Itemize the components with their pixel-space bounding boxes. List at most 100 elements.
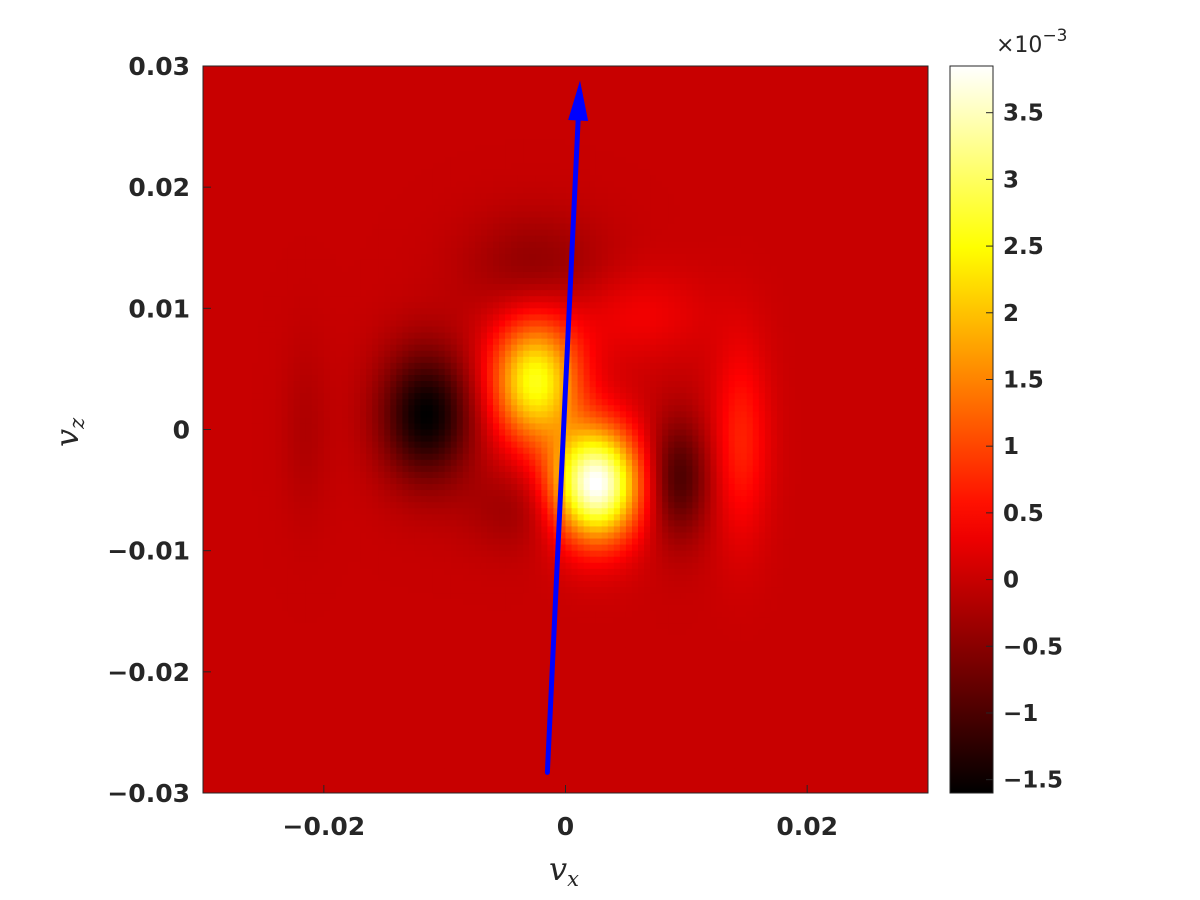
heatmap-cell [734,78,742,85]
heatmap-cell [523,217,530,225]
heatmap-cell [329,235,337,243]
heatmap-cell [227,90,234,97]
heatmap-cell [233,120,240,128]
heatmap-cell [426,72,434,79]
heatmap-cell [619,278,627,285]
heatmap-cell [366,78,373,85]
heatmap-cell [686,144,693,152]
heatmap-cell [474,90,482,97]
heatmap-cell [354,168,361,176]
heatmap-cell [203,72,210,79]
heatmap-cell [493,187,500,194]
heatmap-cell [348,308,355,315]
heatmap-cell [583,120,591,128]
heatmap-cell [480,314,488,322]
heatmap-cell [740,144,748,152]
heatmap-cell [746,193,754,200]
heatmap-cell [203,138,210,146]
heatmap-cell [245,96,252,103]
heatmap-cell [505,114,512,122]
heatmap-cell [776,175,784,182]
heatmap-cell [716,253,724,261]
heatmap-cell [390,296,397,303]
heatmap-cell [704,96,712,103]
heatmap-cell [897,290,905,297]
heatmap-cell [662,84,669,91]
heatmap-cell [450,259,458,267]
heatmap-cell [644,290,651,297]
heatmap-cell [716,84,724,91]
heatmap-cell [722,296,730,303]
heatmap-cell [764,132,772,140]
heatmap-cell [825,96,832,103]
heatmap-cell [740,120,748,128]
heatmap-cell [456,235,464,243]
heatmap-cell [631,229,639,237]
heatmap-cell [444,126,452,134]
heatmap-cell [680,126,687,134]
heatmap-cell [299,181,307,188]
heatmap-cell [348,126,355,134]
heatmap-cell [770,162,778,170]
heatmap-cell [203,132,210,140]
heatmap-cell [329,241,337,249]
heatmap-cell [414,78,422,85]
heatmap-cell [813,211,820,219]
heatmap-cell [335,265,343,273]
heatmap-cell [879,138,887,146]
heatmap-cell [740,132,748,140]
heatmap-cell [474,114,482,122]
heatmap-cell [722,271,730,279]
heatmap-cell [710,66,718,73]
heatmap-cell [783,120,790,128]
heatmap-cell [402,114,410,122]
heatmap-cell [348,278,355,285]
heatmap-cell [251,187,258,194]
heatmap-cell [547,138,555,146]
heatmap-cell [849,66,857,73]
heatmap-cell [704,144,712,152]
heatmap-cell [505,235,512,243]
heatmap-cell [740,66,748,73]
heatmap-cell [583,162,591,170]
heatmap-cell [420,302,428,309]
heatmap-cell [680,72,687,79]
heatmap-cell [686,235,693,243]
heatmap-cell [517,193,524,200]
heatmap-cell [625,144,633,152]
heatmap-cell [903,162,911,170]
heatmap-cell [541,247,548,255]
heatmap-cell [650,96,657,103]
heatmap-cell [335,229,343,237]
heatmap-cell [625,156,633,164]
heatmap-cell [317,247,325,255]
heatmap-cell [722,181,730,188]
heatmap-cell [879,66,887,73]
heatmap-cell [915,72,923,79]
heatmap-cell [444,296,452,303]
heatmap-cell [831,229,838,237]
heatmap-cell [783,247,790,255]
heatmap-cell [444,235,452,243]
heatmap-cell [897,271,905,279]
heatmap-cell [468,235,476,243]
heatmap-cell [354,278,361,285]
heatmap-cell [233,150,240,158]
heatmap-cell [801,265,808,273]
heatmap-cell [571,247,579,255]
heatmap-cell [335,96,343,103]
heatmap-cell [281,108,289,116]
heatmap-cell [631,90,639,97]
heatmap-cell [921,247,928,255]
heatmap-cell [680,108,687,116]
heatmap-cell [716,162,724,170]
heatmap-cell [752,187,760,194]
heatmap-cell [468,241,476,249]
heatmap-cell [547,162,555,170]
heatmap-cell [396,229,403,237]
heatmap-cell [589,78,597,85]
heatmap-cell [740,253,748,261]
heatmap-cell [269,102,277,110]
heatmap-cell [233,102,240,110]
heatmap-cell [722,308,730,315]
